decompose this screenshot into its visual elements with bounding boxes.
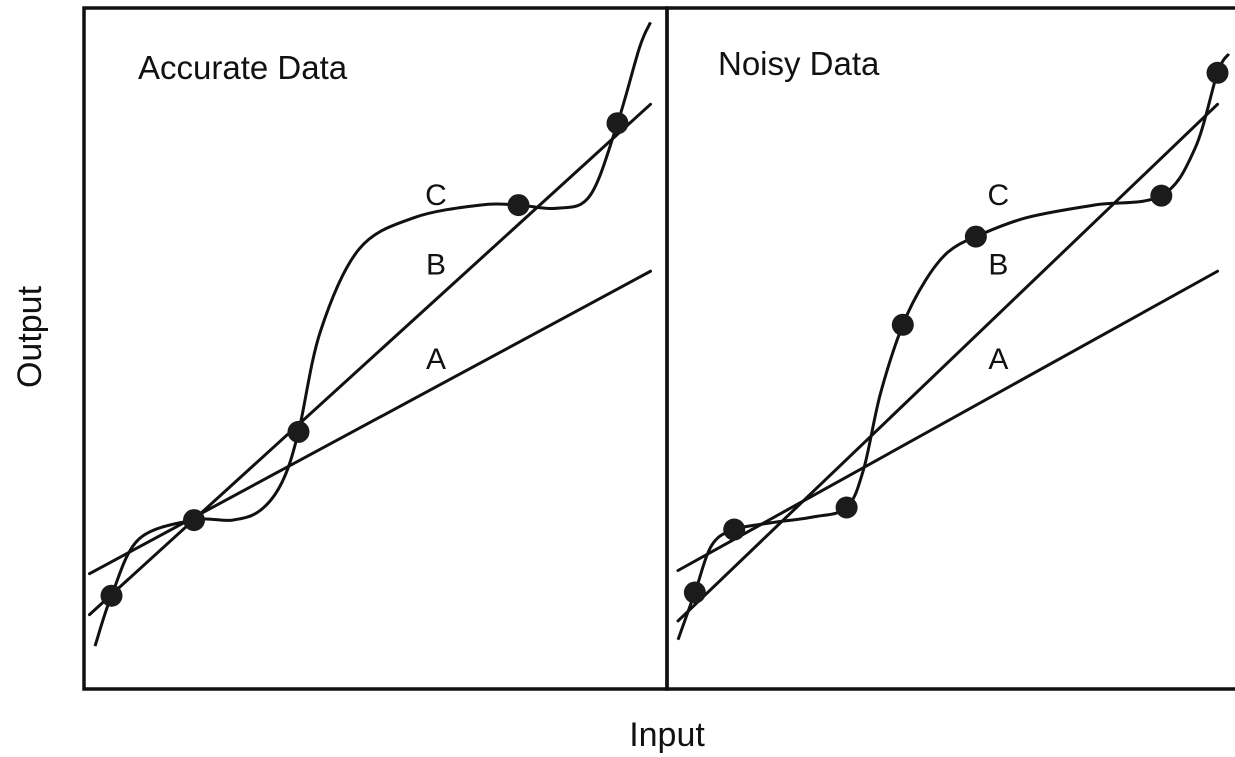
data-point	[183, 509, 205, 532]
data-point	[1150, 184, 1173, 207]
x-axis-label: Input	[629, 716, 705, 754]
data-point	[606, 112, 629, 135]
plot-area: A B C	[88, 21, 652, 647]
fit-line-a	[88, 269, 652, 576]
panel-accurate-data: Accurate Data A B C	[82, 6, 669, 691]
curve-label-c: C	[425, 179, 447, 212]
panel-title: Accurate Data	[138, 49, 348, 86]
data-point	[287, 420, 310, 443]
data-point	[964, 225, 987, 248]
data-point	[683, 581, 706, 604]
panel-frame	[665, 6, 1235, 691]
data-point	[723, 518, 746, 541]
curve-label-a: A	[988, 343, 1008, 376]
panel-frame	[82, 6, 669, 691]
curve-label-a: A	[426, 343, 446, 376]
panel-noisy-data: Noisy Data A B C	[665, 6, 1235, 691]
y-axis-label: Output	[11, 285, 49, 388]
data-point	[835, 496, 858, 519]
curve-label-b: B	[988, 248, 1008, 281]
data-point	[100, 584, 123, 607]
fit-line-b	[676, 102, 1220, 623]
fit-curve-c	[93, 21, 652, 647]
fit-line-b	[88, 102, 652, 617]
data-point	[507, 194, 530, 217]
curve-label-b: B	[426, 248, 446, 281]
curve-label-c: C	[988, 179, 1010, 212]
data-point	[1206, 61, 1229, 84]
data-point	[891, 313, 914, 336]
plot-area: A B C	[676, 53, 1231, 641]
fit-line-a	[676, 269, 1220, 572]
panel-title: Noisy Data	[718, 45, 880, 82]
fit-curve-c	[676, 53, 1231, 641]
